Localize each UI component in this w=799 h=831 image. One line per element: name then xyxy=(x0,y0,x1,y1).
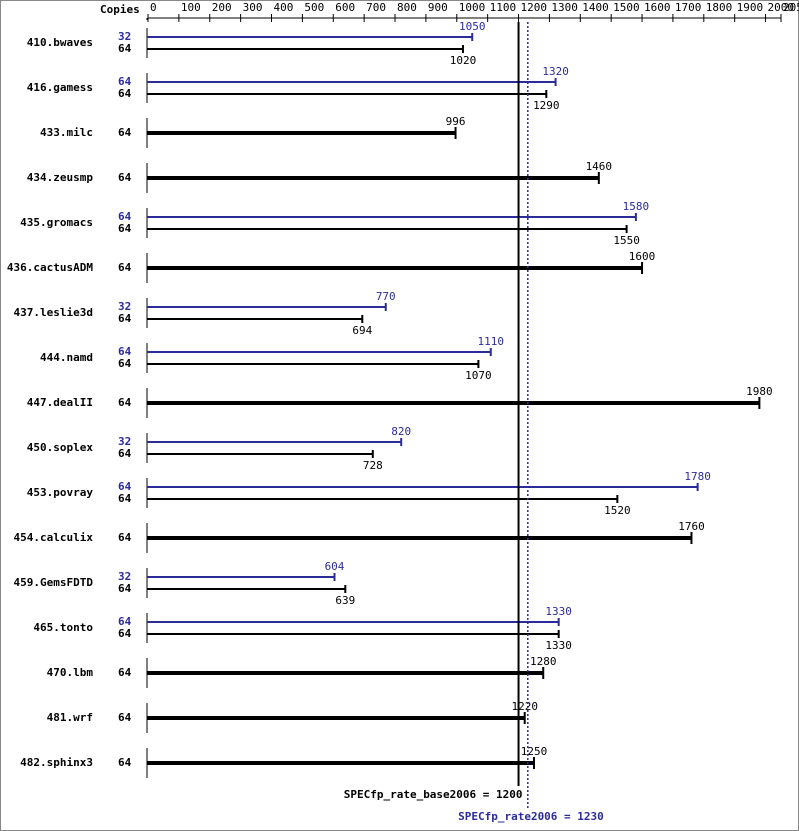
x-tick-label: 1900 xyxy=(737,1,764,14)
benchmark-name: 450.soplex xyxy=(27,441,94,454)
copies: 64 xyxy=(118,261,132,274)
value-label: 604 xyxy=(325,560,345,573)
copies: 64 xyxy=(118,666,132,679)
value-label: 996 xyxy=(446,115,466,128)
copies: 64 xyxy=(118,396,132,409)
x-tick-label: 1200 xyxy=(521,1,548,14)
copies: 64 xyxy=(118,87,132,100)
value-label: 639 xyxy=(335,594,355,607)
x-tick-label: 1000 xyxy=(459,1,486,14)
x-tick-label: 1800 xyxy=(706,1,733,14)
benchmark-name: 465.tonto xyxy=(33,621,93,634)
benchmark-name: 482.sphinx3 xyxy=(20,756,93,769)
copies: 64 xyxy=(118,711,132,724)
copies: 64 xyxy=(118,447,132,460)
benchmark-name: 481.wrf xyxy=(47,711,93,724)
copies: 32 xyxy=(118,435,131,448)
x-tick-label: 900 xyxy=(428,1,448,14)
copies: 64 xyxy=(118,222,132,235)
value-label: 1020 xyxy=(450,54,477,67)
copies: 32 xyxy=(118,300,131,313)
value-label: 1330 xyxy=(545,639,572,652)
x-tick-label: 200 xyxy=(212,1,232,14)
value-label: 1280 xyxy=(530,655,557,668)
value-label: 1550 xyxy=(613,234,640,247)
value-label: 1980 xyxy=(746,385,773,398)
benchmark-name: 434.zeusmp xyxy=(27,171,94,184)
value-label: 1760 xyxy=(678,520,705,533)
benchmark-name: 453.povray xyxy=(27,486,94,499)
benchmark-name: 437.leslie3d xyxy=(14,306,93,319)
benchmark-name: 444.namd xyxy=(40,351,93,364)
copies: 64 xyxy=(118,582,132,595)
copies: 64 xyxy=(118,210,132,223)
value-label: 1250 xyxy=(521,745,548,758)
x-tick-label: 1600 xyxy=(644,1,671,14)
x-tick-label: 1100 xyxy=(490,1,517,14)
value-label: 1050 xyxy=(459,20,486,33)
ref-label: SPECfp_rate2006 = 1230 xyxy=(458,810,604,823)
value-label: 820 xyxy=(391,425,411,438)
value-label: 1110 xyxy=(477,335,504,348)
copies: 64 xyxy=(118,42,132,55)
benchmark-name: 410.bwaves xyxy=(27,36,93,49)
benchmark-name: 454.calculix xyxy=(14,531,94,544)
header: Copies xyxy=(100,3,140,16)
value-label: 1290 xyxy=(533,99,560,112)
x-tick-label: 1400 xyxy=(582,1,609,14)
x-tick-label: 0 xyxy=(150,1,157,14)
value-label: 770 xyxy=(376,290,396,303)
copies: 64 xyxy=(118,756,132,769)
x-tick-label: 600 xyxy=(335,1,355,14)
x-tick-label: 2050 xyxy=(783,1,799,14)
x-tick-label: 2000 xyxy=(768,1,795,14)
copies: 64 xyxy=(118,531,132,544)
value-label: 1460 xyxy=(586,160,613,173)
x-tick-label: 100 xyxy=(181,1,201,14)
value-label: 728 xyxy=(363,459,383,472)
ref-label: SPECfp_rate_base2006 = 1200 xyxy=(344,788,523,801)
value-label: 1220 xyxy=(511,700,538,713)
benchmark-name: 459.GemsFDTD xyxy=(14,576,94,589)
value-label: 1320 xyxy=(542,65,569,78)
copies: 64 xyxy=(118,627,132,640)
copies: 64 xyxy=(118,480,132,493)
value-label: 1580 xyxy=(623,200,650,213)
x-tick-label: 700 xyxy=(366,1,386,14)
copies: 64 xyxy=(118,126,132,139)
value-label: 694 xyxy=(352,324,372,337)
x-tick-label: 400 xyxy=(274,1,294,14)
x-tick-label: 1500 xyxy=(613,1,640,14)
value-label: 1330 xyxy=(545,605,572,618)
x-tick-label: 1300 xyxy=(551,1,578,14)
value-label: 1600 xyxy=(629,250,656,263)
copies: 64 xyxy=(118,171,132,184)
copies: 64 xyxy=(118,345,132,358)
x-tick-label: 800 xyxy=(397,1,417,14)
benchmark-name: 416.gamess xyxy=(27,81,93,94)
copies: 32 xyxy=(118,570,131,583)
value-label: 1780 xyxy=(684,470,711,483)
copies: 64 xyxy=(118,615,132,628)
x-tick-label: 300 xyxy=(243,1,263,14)
benchmark-name: 447.dealII xyxy=(27,396,93,409)
value-label: 1070 xyxy=(465,369,492,382)
copies: 32 xyxy=(118,30,131,43)
copies: 64 xyxy=(118,492,132,505)
benchmark-name: 435.gromacs xyxy=(20,216,93,229)
value-label: 1520 xyxy=(604,504,631,517)
copies: 64 xyxy=(118,357,132,370)
x-tick-label: 1700 xyxy=(675,1,702,14)
copies: 64 xyxy=(118,312,132,325)
benchmark-name: 436.cactusADM xyxy=(7,261,93,274)
benchmark-name: 433.milc xyxy=(40,126,93,139)
benchmark-name: 470.lbm xyxy=(47,666,94,679)
copies: 64 xyxy=(118,75,132,88)
x-tick-label: 500 xyxy=(304,1,324,14)
